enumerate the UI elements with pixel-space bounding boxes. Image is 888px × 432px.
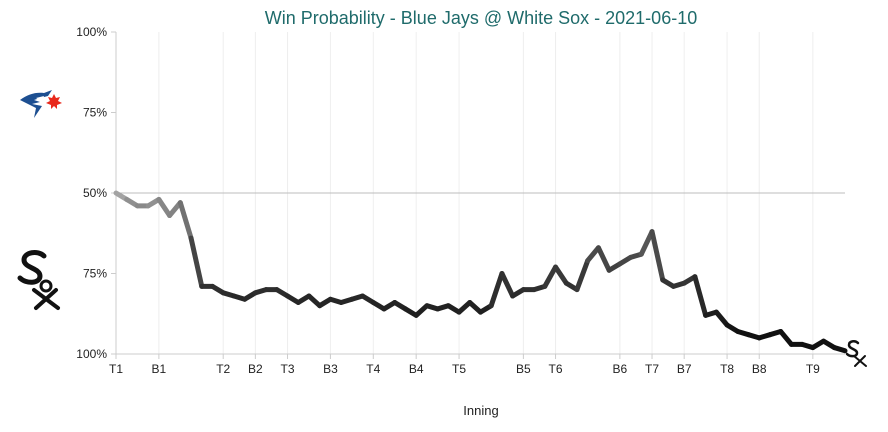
chart-title: Win Probability - Blue Jays @ White Sox … [265, 8, 697, 28]
x-tick-label: T4 [366, 362, 380, 376]
line-segment [488, 271, 505, 309]
line-segment [574, 258, 591, 293]
line-segment [831, 345, 848, 354]
x-tick-label: B7 [677, 362, 692, 376]
line-segment [156, 196, 173, 219]
x-tick-label: T1 [109, 362, 123, 376]
y-tick-label: 100% [76, 25, 107, 39]
line-segment [692, 274, 709, 318]
white-sox-end-logo [845, 340, 867, 367]
line-segment [177, 200, 194, 241]
x-tick-label: B8 [752, 362, 767, 376]
line-segment [585, 245, 601, 264]
x-axis-label: Inning [463, 403, 498, 418]
x-tick-label: T2 [216, 362, 230, 376]
line-segment [778, 328, 794, 347]
blue-jays-logo [20, 90, 62, 118]
x-ticks: T1 B1 T2 B2 T3 B3 T4 B4 T5 B5 T6 B6 T7 B7 T8 B8 T9 [109, 354, 820, 376]
y-ticks: 100% 75% 50% 75% 100% [76, 25, 116, 361]
line-segment [499, 271, 516, 299]
x-tick-label: T3 [281, 362, 295, 376]
x-tick-label: B5 [516, 362, 531, 376]
line-segment [713, 309, 730, 328]
x-tick-label: B3 [323, 362, 338, 376]
x-tick-label: T5 [452, 362, 466, 376]
x-tick-label: T9 [806, 362, 820, 376]
x-tick-label: T7 [645, 362, 659, 376]
y-tick-label: 75% [83, 106, 107, 120]
x-tick-label: B6 [613, 362, 628, 376]
line-segment [595, 245, 612, 273]
x-tick-label: B4 [409, 362, 424, 376]
y-tick-label: 50% [83, 186, 107, 200]
x-tick-label: B2 [248, 362, 263, 376]
line-segment [638, 229, 655, 257]
y-tick-label: 75% [83, 267, 107, 281]
x-tick-label: T8 [720, 362, 734, 376]
x-tick-label: T6 [549, 362, 563, 376]
win-probability-line [113, 190, 848, 354]
y-tick-label: 100% [76, 347, 107, 361]
line-segment [542, 264, 559, 289]
line-segment [188, 235, 205, 289]
line-segment [553, 264, 569, 286]
x-tick-label: B1 [152, 362, 167, 376]
line-segment [649, 229, 666, 283]
white-sox-logo [17, 250, 60, 310]
